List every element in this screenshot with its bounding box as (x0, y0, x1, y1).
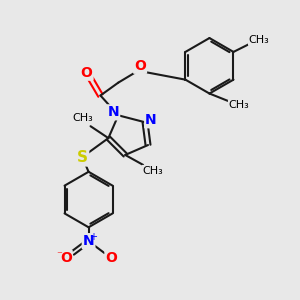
Text: O: O (60, 251, 72, 265)
Text: S: S (77, 150, 88, 165)
Text: O: O (134, 59, 146, 73)
Text: CH₃: CH₃ (249, 35, 270, 45)
Text: N: N (83, 234, 94, 248)
Text: O: O (105, 251, 117, 265)
Text: N: N (107, 105, 119, 119)
Text: +: + (89, 232, 98, 242)
Text: CH₃: CH₃ (229, 100, 250, 110)
Text: O: O (81, 66, 92, 80)
Text: ⁻: ⁻ (56, 250, 62, 260)
Text: CH₃: CH₃ (72, 113, 93, 123)
Text: N: N (145, 113, 157, 127)
Text: CH₃: CH₃ (142, 166, 163, 176)
